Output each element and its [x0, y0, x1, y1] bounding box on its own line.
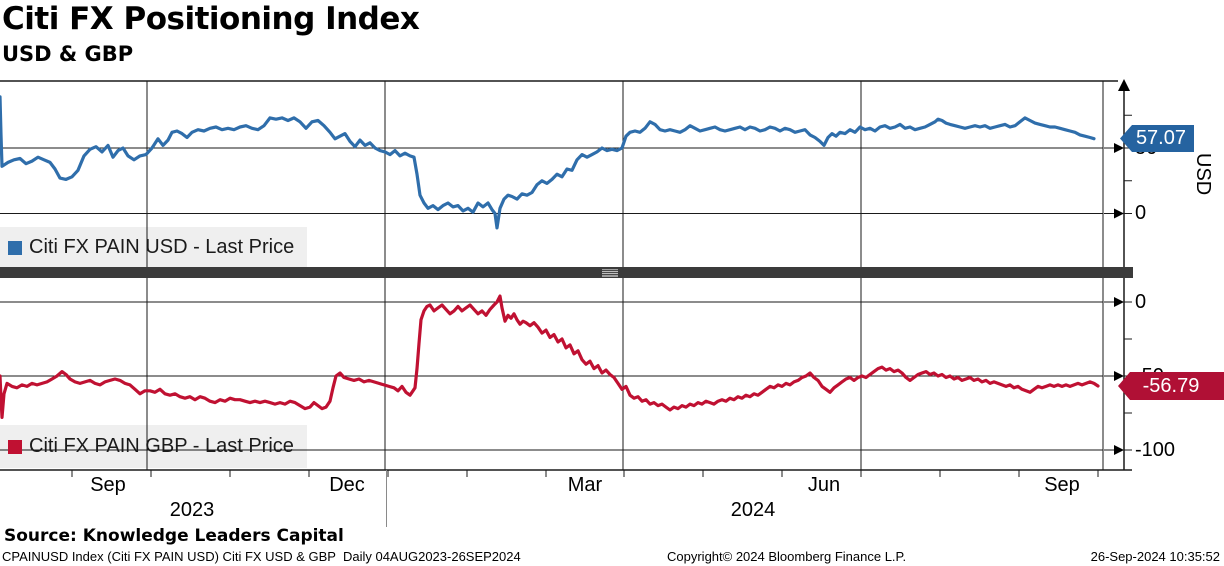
- x-tick-label-sep-2023: Sep: [90, 474, 126, 496]
- x-tick-label-mar-2024: Mar: [567, 474, 603, 496]
- usd-series-legend[interactable]: Citi FX PAIN USD - Last Price: [8, 227, 294, 268]
- x-tick-label-dec-2023: Dec: [329, 474, 365, 496]
- price-axis-up-arrow-icon: [1118, 79, 1130, 91]
- gbp-legend-background: [0, 425, 307, 468]
- gbp-legend-marker-icon: [8, 439, 22, 454]
- panel-divider-bar: [0, 267, 1133, 278]
- ticker-description: CPAINUSD Index (Citi FX PAIN USD) Citi F…: [2, 549, 521, 564]
- usd-axis-title: USD: [1192, 153, 1214, 196]
- x-tick-label-sep-2024: Sep: [1044, 474, 1080, 496]
- price-axis-arrow-icon: [1114, 143, 1124, 153]
- gbp-legend-label: Citi FX PAIN GBP - Last Price: [29, 435, 294, 457]
- gbp-last-price-badge: -56.79: [1118, 372, 1224, 400]
- usd-axis-tick-0-label: 0: [1135, 202, 1147, 224]
- x-tick-label-jun-2024: Jun: [807, 474, 841, 496]
- gbp-axis-tick-0-label: 0: [1135, 291, 1147, 313]
- price-axis-arrow-icon: [1114, 445, 1124, 455]
- usd-legend-background: [0, 227, 307, 268]
- panel-divider-grip-handle[interactable]: [602, 269, 618, 277]
- year-separator-line: [386, 470, 387, 527]
- usd-legend-marker-icon: [8, 240, 22, 255]
- x-year-label-2023: 2023: [169, 499, 215, 521]
- page-title: Citi FX Positioning Index: [2, 1, 420, 37]
- source-attribution: Source: Knowledge Leaders Capital: [4, 526, 344, 546]
- page-subtitle: USD & GBP: [2, 42, 134, 66]
- timestamp: 26-Sep-2024 10:35:52: [1090, 549, 1220, 564]
- usd-series-line: [0, 95, 1096, 230]
- copyright-notice: Copyright© 2024 Bloomberg Finance L.P.: [667, 549, 907, 564]
- gbp-series-line: [0, 294, 1100, 419]
- price-axis-arrow-icon: [1114, 297, 1124, 307]
- x-year-label-2024: 2024: [730, 499, 776, 521]
- usd-last-price-badge: 57.07: [1120, 125, 1194, 152]
- price-axis-arrow-icon: [1114, 371, 1124, 381]
- gbp-series-legend[interactable]: Citi FX PAIN GBP - Last Price: [8, 425, 294, 468]
- gbp-axis-tick-minus100-label: -100: [1135, 439, 1176, 461]
- price-axis-arrow-icon: [1114, 208, 1124, 219]
- usd-legend-label: Citi FX PAIN USD - Last Price: [29, 236, 295, 258]
